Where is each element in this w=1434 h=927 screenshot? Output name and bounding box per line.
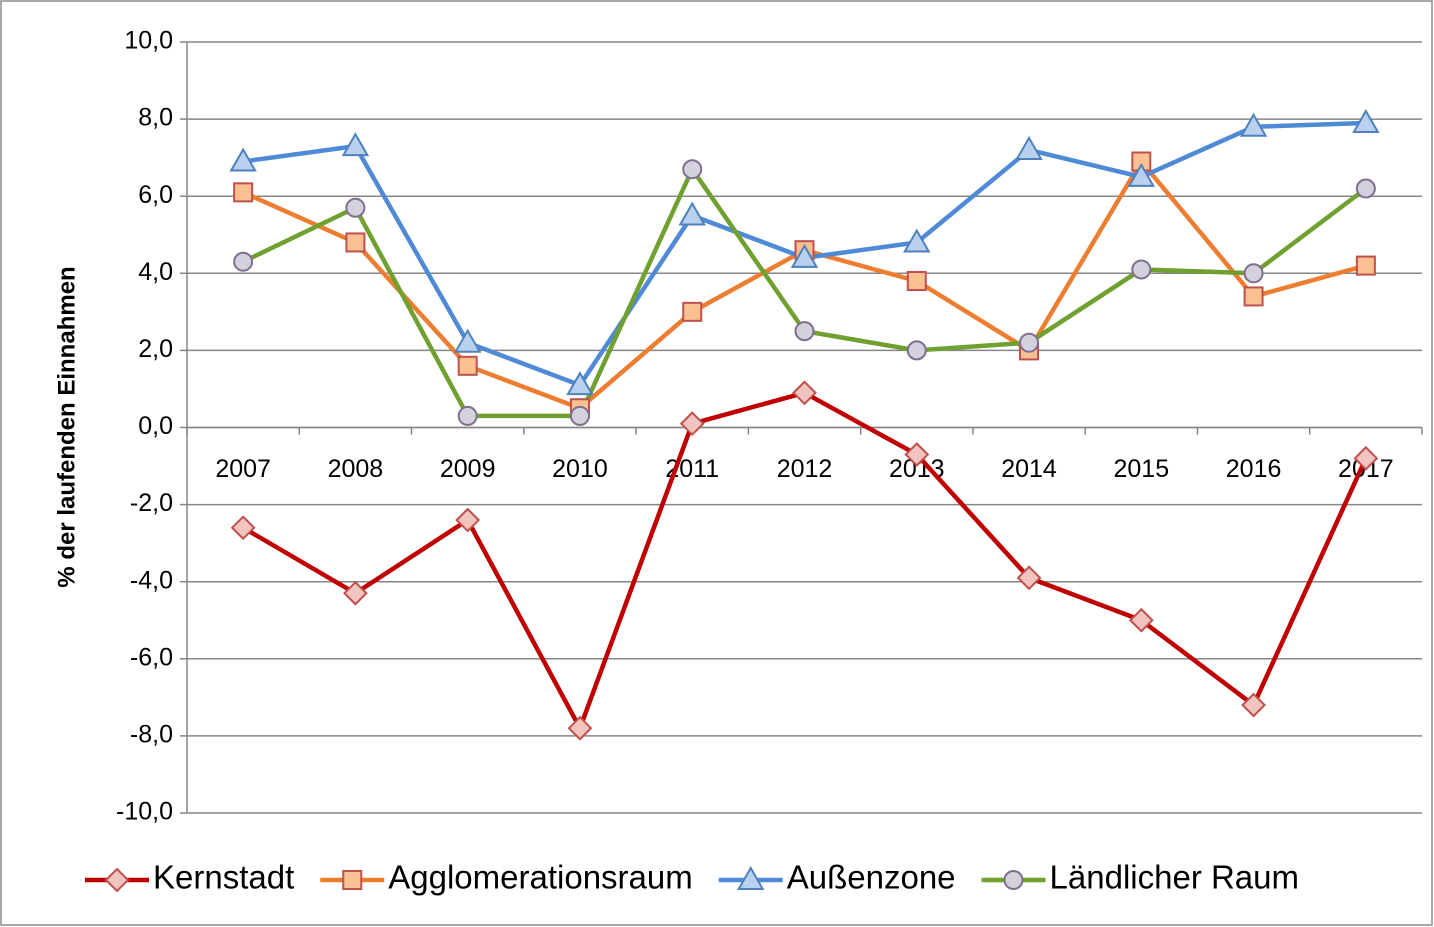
y-axis-title: % der laufenden Einnahmen <box>53 266 80 587</box>
data-point <box>342 580 368 606</box>
data-point <box>1131 259 1152 280</box>
data-point <box>906 271 927 292</box>
legend-label: Agglomerationsraum <box>388 859 692 896</box>
data-point <box>903 228 931 253</box>
x-tick-label: 2008 <box>328 455 384 483</box>
y-tick-label: 10,0 <box>124 27 173 55</box>
data-point <box>566 371 594 396</box>
y-tick-label: 2,0 <box>138 335 173 363</box>
data-point <box>679 411 705 437</box>
data-point <box>1355 178 1376 199</box>
data-point <box>1243 263 1264 284</box>
data-point <box>1243 286 1264 307</box>
y-tick-label: 0,0 <box>138 412 173 440</box>
data-point <box>233 251 254 272</box>
data-point <box>345 197 366 218</box>
legend-marker <box>104 867 130 893</box>
y-tick-label: -2,0 <box>130 489 173 517</box>
legend-marker <box>737 865 765 890</box>
legend-label: Kernstadt <box>153 859 294 896</box>
data-point <box>1355 255 1376 276</box>
data-point <box>906 340 927 361</box>
data-point <box>682 301 703 322</box>
data-point <box>455 507 481 533</box>
data-point <box>457 405 478 426</box>
data-point <box>341 132 370 157</box>
data-point <box>682 159 703 180</box>
y-tick-label: -10,0 <box>116 798 173 826</box>
y-tick-label: 6,0 <box>138 181 173 209</box>
data-point <box>567 715 593 741</box>
y-tick-label: -4,0 <box>130 566 173 594</box>
y-tick-label: -8,0 <box>130 721 173 749</box>
x-tick-label: 2014 <box>1001 455 1057 483</box>
data-point <box>1241 692 1267 718</box>
legend-marker <box>1003 870 1024 890</box>
data-point <box>904 442 930 467</box>
data-point <box>1353 445 1379 471</box>
x-tick-label: 2009 <box>440 455 496 483</box>
y-tick-label: 4,0 <box>138 258 173 286</box>
data-point <box>792 380 817 406</box>
data-point <box>233 182 254 203</box>
legend-label: Außenzone <box>787 859 956 896</box>
data-point <box>1015 135 1043 160</box>
data-point <box>229 147 257 172</box>
y-tick-label: 8,0 <box>138 104 173 132</box>
data-point <box>678 201 706 226</box>
legend-label: Ländlicher Raum <box>1050 859 1299 896</box>
data-point <box>1019 332 1040 353</box>
data-point <box>794 321 815 342</box>
x-tick-label: 2007 <box>215 455 271 483</box>
data-point <box>1128 607 1154 633</box>
x-tick-label: 2015 <box>1114 455 1170 483</box>
y-tick-label: -6,0 <box>130 643 173 671</box>
data-point <box>1239 112 1268 137</box>
data-point <box>569 405 590 426</box>
x-tick-label: 2012 <box>777 455 833 483</box>
data-point <box>345 232 366 253</box>
data-point <box>1352 108 1380 133</box>
data-point <box>790 243 819 268</box>
data-point <box>1127 162 1156 187</box>
legend-marker <box>342 870 363 890</box>
x-tick-label: 2016 <box>1226 455 1282 483</box>
x-tick-label: 2010 <box>552 455 608 483</box>
data-point <box>453 328 482 353</box>
data-point <box>230 515 256 541</box>
data-point <box>1016 565 1042 591</box>
data-point <box>457 355 478 376</box>
